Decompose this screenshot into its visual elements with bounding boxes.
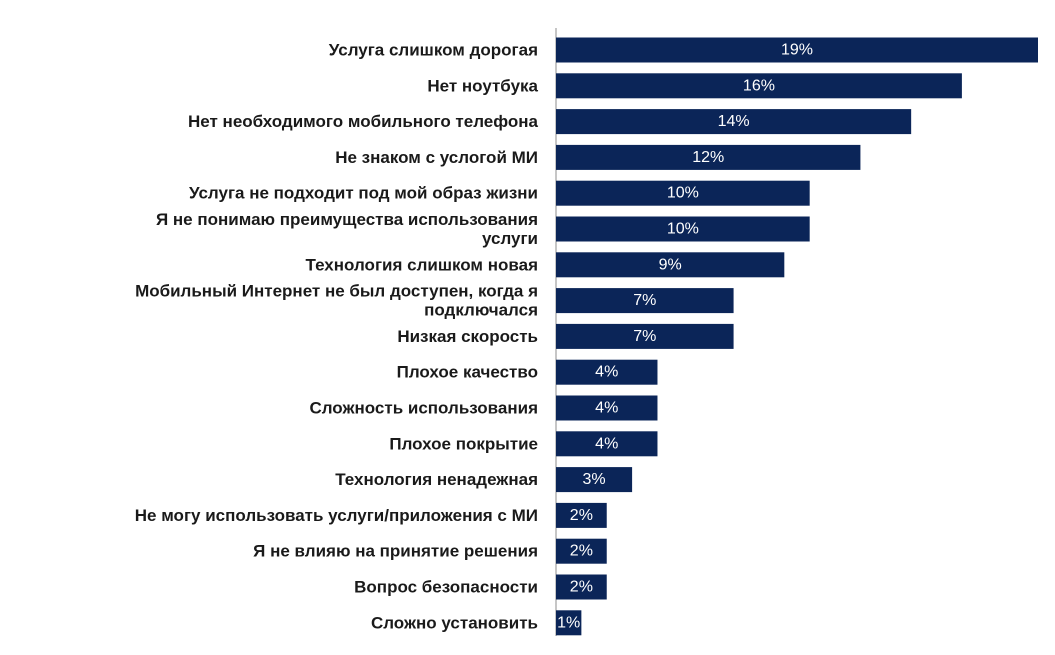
bars-group xyxy=(556,37,1038,636)
bar-value-label: 3% xyxy=(582,471,605,488)
category-label: Не могу использовать услуги/приложения с… xyxy=(135,506,538,525)
bar xyxy=(556,538,607,564)
category-label-line: подключался xyxy=(424,301,538,320)
category-label: Нет ноутбука xyxy=(427,76,538,95)
category-label-line: Не могу использовать услуги/приложения с… xyxy=(135,506,538,525)
category-label-line: Плохое качество xyxy=(397,363,538,382)
value-labels-group: 19% 16% 14% 12% 10% 10% 9% 7% 7% 4% 4% 4% 3% 2% 2% 2% 1% xyxy=(557,42,813,632)
category-label: Плохое покрытие xyxy=(389,434,538,453)
bar-value-label: 4% xyxy=(595,364,618,381)
bar xyxy=(556,610,582,636)
category-label: Сложность использования xyxy=(309,399,538,418)
category-label: Мобильный Интернет не был доступен, когд… xyxy=(135,282,538,320)
bar-value-label: 4% xyxy=(595,435,618,452)
bar-value-label: 10% xyxy=(667,185,699,202)
category-label-line: Услуга слишком дорогая xyxy=(329,41,538,60)
bar-value-label: 12% xyxy=(692,149,724,166)
category-label-line: Я не влияю на принятие решения xyxy=(253,542,538,561)
category-label-line: Плохое покрытие xyxy=(389,434,538,453)
bar-value-label: 9% xyxy=(659,256,682,273)
bar xyxy=(556,323,734,349)
category-label: Нет необходимого мобильного телефона xyxy=(188,112,539,131)
category-label: Я не понимаю преимущества использования у… xyxy=(156,210,538,248)
bar xyxy=(556,73,962,99)
category-labels-group: Услуга слишком дорогая Нет ноутбука Нет не… xyxy=(135,41,539,633)
category-label-line: Технология слишком новая xyxy=(306,255,538,274)
bar-value-label: 7% xyxy=(633,292,656,309)
category-label: Я не влияю на принятие решения xyxy=(253,542,538,561)
category-label-line: Мобильный Интернет не был доступен, когд… xyxy=(135,282,538,301)
bar xyxy=(556,288,734,314)
category-label-line: Нет ноутбука xyxy=(427,76,538,95)
bar-value-label: 19% xyxy=(781,42,813,59)
bar-value-label: 4% xyxy=(595,400,618,417)
category-label-line: Не знаком с услогой МИ xyxy=(335,148,538,167)
category-label-line: Нет необходимого мобильного телефона xyxy=(188,112,539,131)
bar xyxy=(556,395,658,421)
category-label-line: Технология ненадежная xyxy=(335,470,538,489)
category-label: Услуга слишком дорогая xyxy=(329,41,538,60)
category-label: Сложно установить xyxy=(371,613,538,632)
bar-value-label: 2% xyxy=(570,543,593,560)
bar xyxy=(556,252,785,278)
category-label-line: Я не понимаю преимущества использования xyxy=(156,210,538,229)
bar-value-label: 7% xyxy=(633,328,656,345)
bar-value-label: 16% xyxy=(743,77,775,94)
category-label-line: Сложность использования xyxy=(309,399,538,418)
bar-value-label: 2% xyxy=(570,507,593,524)
bar xyxy=(556,109,912,135)
bar xyxy=(556,467,633,493)
category-label: Вопрос безопасности xyxy=(354,578,538,597)
category-label-line: услуги xyxy=(482,229,538,248)
bar xyxy=(556,431,658,457)
bar-value-label: 14% xyxy=(718,113,750,130)
bar xyxy=(556,144,861,170)
category-label-line: Сложно установить xyxy=(371,613,538,632)
category-label: Плохое качество xyxy=(397,363,538,382)
bar-value-label: 10% xyxy=(667,221,699,238)
bar-value-label: 1% xyxy=(557,614,580,631)
bar xyxy=(556,502,607,528)
category-label: Технология ненадежная xyxy=(335,470,538,489)
bar-value-label: 2% xyxy=(570,579,593,596)
category-label: Не знаком с услогой МИ xyxy=(335,148,538,167)
category-label: Технология слишком новая xyxy=(306,255,538,274)
category-label-line: Услуга не подходит под мой образ жизни xyxy=(189,184,538,203)
category-label-line: Вопрос безопасности xyxy=(354,578,538,597)
category-label-line: Низкая скорость xyxy=(397,327,538,346)
bar xyxy=(556,359,658,385)
bar xyxy=(556,574,607,600)
bar xyxy=(556,180,810,206)
category-label: Низкая скорость xyxy=(397,327,538,346)
bar xyxy=(556,37,1038,63)
category-label: Услуга не подходит под мой образ жизни xyxy=(189,184,538,203)
bar xyxy=(556,216,810,242)
